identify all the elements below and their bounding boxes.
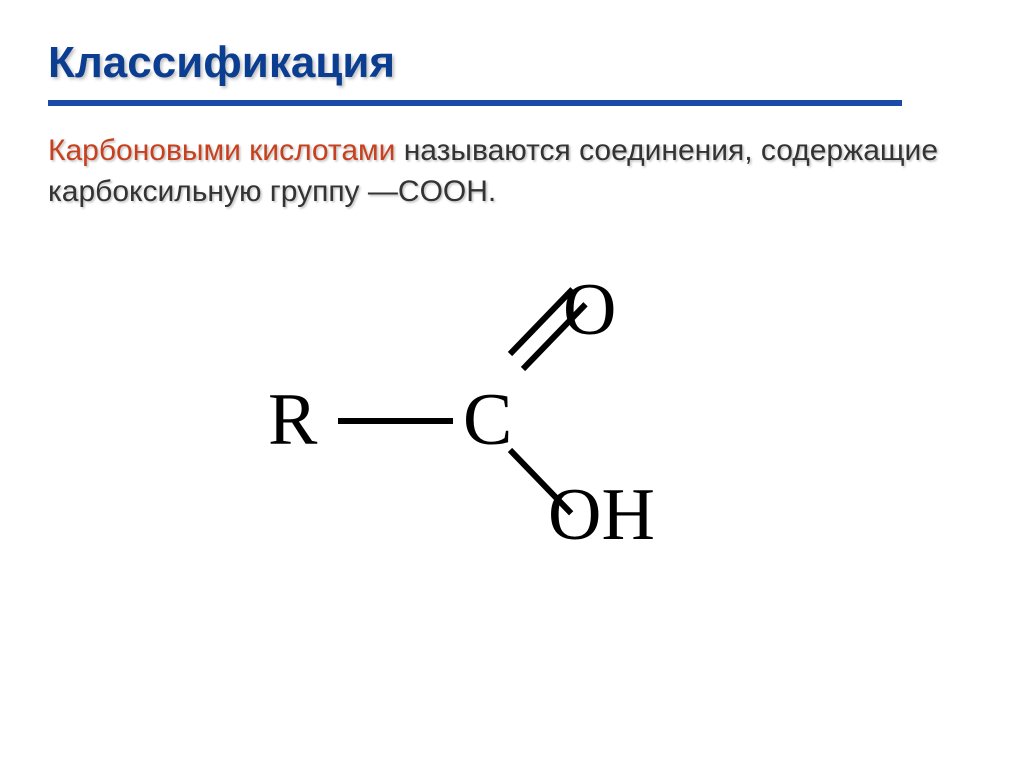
definition-text: Карбоновыми кислотами называются соедине…: [48, 130, 976, 213]
atom-oh: OH: [548, 478, 655, 552]
atom-r: R: [268, 383, 317, 457]
atom-o: O: [563, 273, 616, 347]
slide-title: Классификация: [48, 38, 976, 88]
definition-hilite: Карбоновыми кислотами: [48, 134, 395, 167]
chemical-formula: R C O OH: [248, 253, 718, 543]
slide: Классификация Карбоновыми кислотами назы…: [0, 0, 1024, 767]
title-divider: [48, 100, 902, 106]
bond-r-c: [338, 418, 453, 424]
definition-group: —COOH.: [368, 175, 496, 208]
atom-c: C: [463, 383, 512, 457]
